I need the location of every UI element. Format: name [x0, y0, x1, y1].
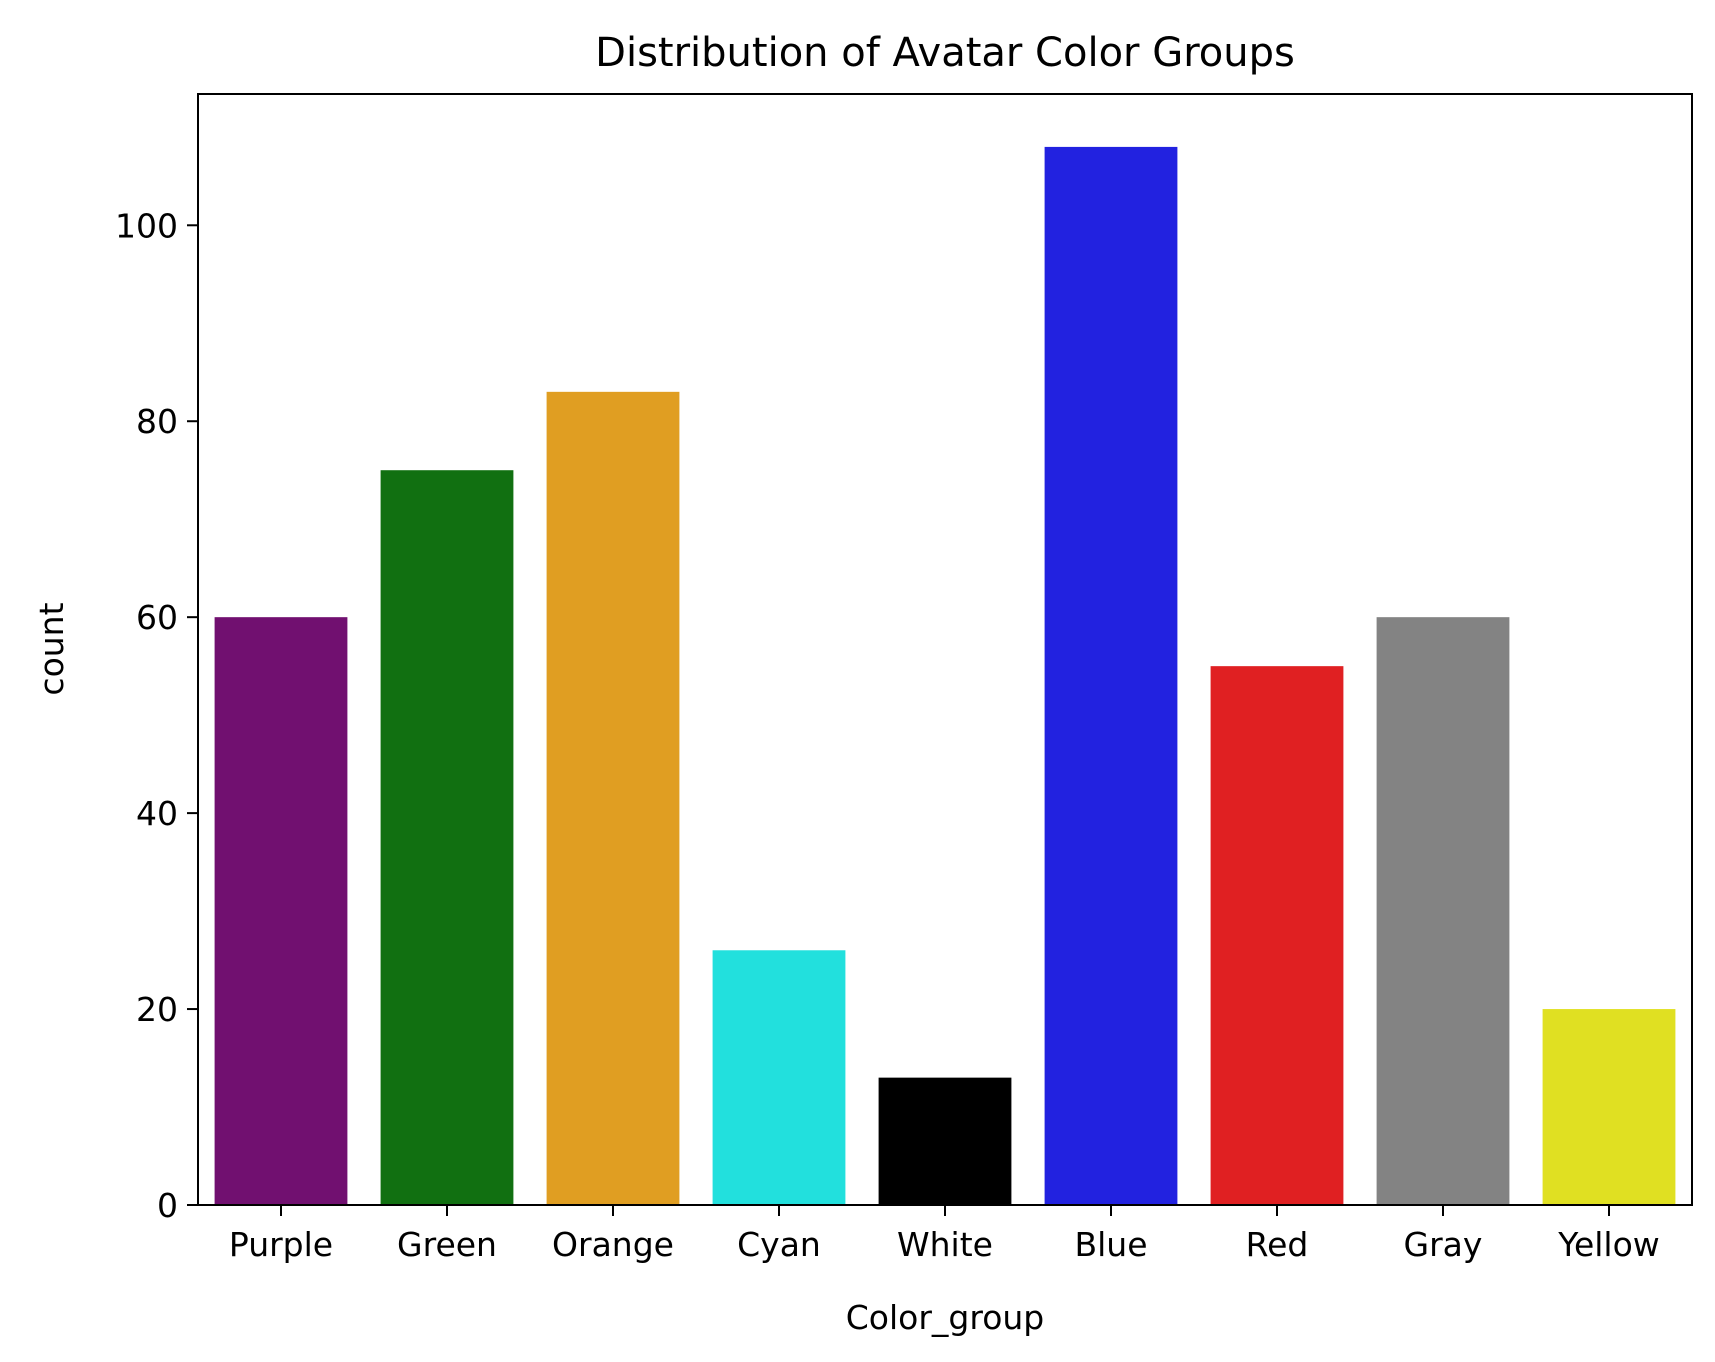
plot-frame — [197, 93, 1693, 1206]
y-tick-label-20: 20 — [136, 990, 178, 1029]
x-tick-label-green: Green — [397, 1225, 497, 1264]
x-tick-label-red: Red — [1246, 1225, 1309, 1264]
y-tick-label-100: 100 — [115, 206, 178, 245]
bar-orange — [546, 391, 680, 1205]
x-axis-label: Color_group — [846, 1298, 1045, 1337]
bar-red — [1210, 666, 1344, 1205]
y-ticks-layer: 0 20 40 60 80 100 — [115, 206, 198, 1225]
y-tick-label-0: 0 — [157, 1186, 178, 1225]
bar-blue — [1044, 146, 1178, 1205]
y-tick-label-80: 80 — [136, 402, 178, 441]
x-tick-label-cyan: Cyan — [737, 1225, 821, 1264]
x-tick-label-orange: Orange — [552, 1225, 674, 1264]
y-axis-label: count — [32, 602, 71, 695]
x-tick-label-white: White — [897, 1225, 993, 1264]
bar-gray — [1376, 617, 1510, 1205]
bar-yellow — [1542, 1009, 1676, 1205]
y-tick-label-60: 60 — [136, 598, 178, 637]
bar-cyan — [712, 950, 846, 1205]
bar-green — [380, 470, 514, 1205]
x-tick-label-yellow: Yellow — [1557, 1225, 1660, 1264]
bars-layer — [214, 146, 1676, 1205]
x-tick-label-blue: Blue — [1074, 1225, 1147, 1264]
bar-white — [878, 1077, 1012, 1205]
bar-purple — [214, 617, 348, 1205]
x-ticks-layer: Purple Green Orange Cyan White Blue Red Gray Yel… — [229, 1205, 1660, 1264]
chart-title: Distribution of Avatar Color Groups — [595, 30, 1295, 76]
x-tick-label-purple: Purple — [229, 1225, 333, 1264]
x-tick-label-gray: Gray — [1404, 1225, 1483, 1264]
y-tick-label-40: 40 — [136, 794, 178, 833]
